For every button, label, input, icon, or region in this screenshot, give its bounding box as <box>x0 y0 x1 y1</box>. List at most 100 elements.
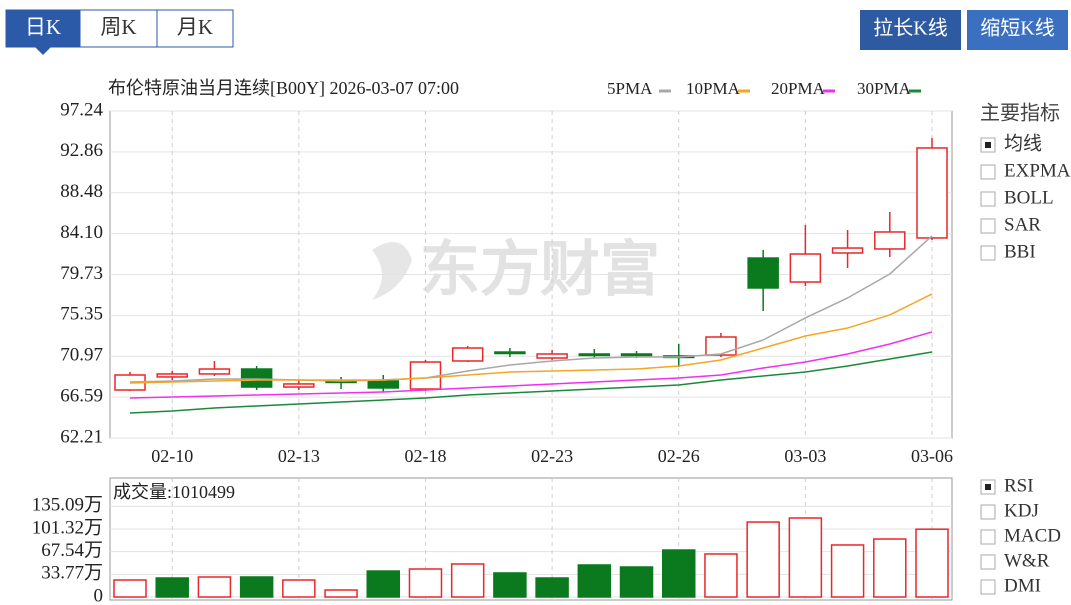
volume-bar <box>577 564 612 598</box>
y-tick-label: 84.10 <box>60 222 103 243</box>
checkbox-label[interactable]: EXPMA <box>1004 160 1071 181</box>
button-label[interactable]: 缩短K线 <box>980 17 1054 40</box>
ma-line <box>129 351 933 414</box>
y-tick-label: 67.54万 <box>41 540 103 561</box>
volume-bar <box>535 577 569 598</box>
checkbox-mark <box>985 142 991 148</box>
candle-body <box>874 231 906 250</box>
ma-line <box>129 331 933 399</box>
volume-bar <box>197 576 232 598</box>
volume-bar <box>239 576 274 598</box>
button[interactable] <box>967 10 1068 50</box>
checkbox-label[interactable]: W&R <box>1004 550 1050 571</box>
y-tick-label: 33.77万 <box>41 563 103 584</box>
button[interactable] <box>860 10 961 50</box>
x-tick-label: 03-06 <box>911 446 953 466</box>
volume-bar <box>450 563 485 598</box>
volume-bar <box>830 544 865 598</box>
x-tick-label: 02-10 <box>151 446 193 466</box>
y-tick-label: 101.32万 <box>32 517 103 538</box>
x-tick-label: 02-13 <box>278 446 320 466</box>
candle-body <box>367 380 400 389</box>
volume-bar <box>155 577 189 598</box>
ma-line <box>129 235 933 383</box>
y-tick-label: 92.86 <box>60 140 103 161</box>
tab[interactable] <box>156 9 234 48</box>
y-tick-label: 66.59 <box>60 385 103 406</box>
volume-bar <box>366 570 401 598</box>
legend-label: 5PMA <box>607 79 653 98</box>
volume-bar <box>113 579 147 598</box>
candle-body <box>409 361 442 390</box>
candle-body <box>198 368 231 375</box>
volume-bar <box>661 549 696 598</box>
checkbox-label[interactable]: KDJ <box>1004 500 1039 521</box>
checkbox-label[interactable]: DMI <box>1004 575 1041 596</box>
volume-bar <box>746 521 780 598</box>
x-tick-label: 02-18 <box>404 446 446 466</box>
y-tick-label: 79.73 <box>60 263 103 284</box>
volume-bar <box>619 566 654 598</box>
checkbox[interactable] <box>980 554 996 570</box>
panel-title: 主要指标 <box>980 102 1060 125</box>
checkbox[interactable] <box>980 218 996 234</box>
candle-body <box>451 347 484 362</box>
candle-body <box>747 257 779 289</box>
checkbox-label[interactable]: RSI <box>1004 475 1034 496</box>
candle-body <box>705 336 737 356</box>
y-tick-label: 75.35 <box>60 304 103 325</box>
legend-label: 30PMA <box>857 79 912 98</box>
watermark-logo <box>372 242 412 300</box>
tab-label[interactable]: 月K <box>177 15 213 39</box>
checkbox[interactable] <box>980 164 996 180</box>
checkbox-label[interactable]: MACD <box>1004 525 1061 546</box>
x-tick-label: 02-26 <box>658 446 700 466</box>
volume-bar <box>704 553 738 598</box>
chart-title: 布伦特原油当月连续[B00Y] 2026-03-07 07:00 <box>108 78 459 98</box>
volume-bar <box>873 538 907 598</box>
x-tick-label: 03-03 <box>784 446 826 466</box>
button-label[interactable]: 拉长K线 <box>873 17 947 40</box>
volume-bar <box>282 579 316 598</box>
x-tick-label: 02-23 <box>531 446 573 466</box>
checkbox-label[interactable]: SAR <box>1004 214 1041 235</box>
y-tick-label: 62.21 <box>60 426 103 447</box>
tab-pointer <box>35 47 51 55</box>
checkbox-mark <box>985 484 991 490</box>
candle-body <box>620 353 653 357</box>
ma-line <box>129 293 933 384</box>
tab-label[interactable]: 周K <box>100 15 136 39</box>
checkbox[interactable] <box>980 191 996 207</box>
checkbox-label[interactable]: BOLL <box>1004 187 1054 208</box>
candle-body <box>578 353 611 357</box>
volume-bar <box>788 517 823 598</box>
volume-bar <box>408 568 443 598</box>
legend-label: 10PMA <box>686 79 741 98</box>
tab[interactable] <box>5 9 81 48</box>
y-tick-label: 0 <box>94 585 104 605</box>
watermark: 东方财富 <box>420 237 660 303</box>
candle-body <box>240 368 273 388</box>
candle-body <box>789 253 822 283</box>
candle-body <box>536 353 568 359</box>
checkbox-label[interactable]: BBI <box>1004 241 1036 262</box>
candle-body <box>831 247 864 254</box>
y-tick-label: 70.97 <box>60 345 103 366</box>
y-tick-label: 88.48 <box>60 181 103 202</box>
tab-label[interactable]: 日K <box>25 15 61 39</box>
checkbox[interactable] <box>980 245 996 261</box>
checkbox[interactable] <box>980 579 996 595</box>
y-tick-label: 135.09万 <box>32 495 103 516</box>
legend-label: 20PMA <box>771 79 826 98</box>
volume-bar <box>324 589 358 598</box>
checkbox[interactable] <box>980 529 996 545</box>
candle-body <box>494 351 526 355</box>
candle-body <box>156 373 188 378</box>
checkbox-label[interactable]: 均线 <box>1004 132 1042 154</box>
volume-bar <box>493 572 527 598</box>
checkbox[interactable] <box>980 504 996 520</box>
volume-bar <box>915 528 949 598</box>
y-tick-label: 97.24 <box>60 99 103 120</box>
